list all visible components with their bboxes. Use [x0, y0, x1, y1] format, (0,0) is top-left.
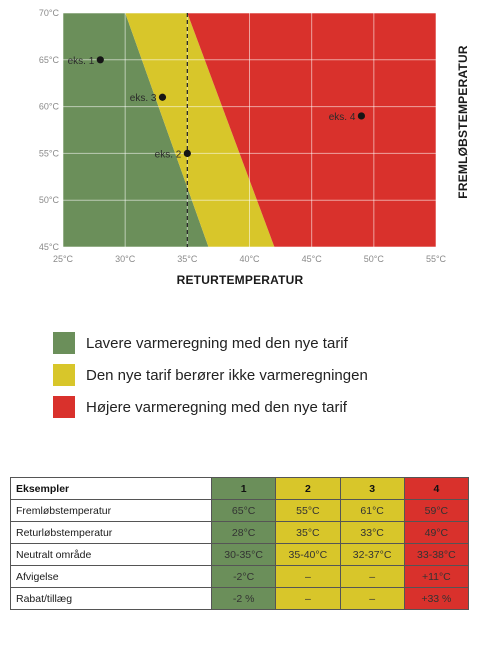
table-header-cell: 2 [275, 477, 341, 500]
x-tick-label: 30°C [115, 254, 136, 264]
table-row: Rabat/tillæg -2 % – – +33 % [10, 587, 470, 610]
x-tick-label: 35°C [177, 254, 198, 264]
legend-label: Den nye tarif berører ikke varmeregninge… [86, 366, 368, 384]
table-cell: 35°C [275, 521, 341, 544]
x-tick-label: 25°C [53, 254, 74, 264]
table-cell: -2°C [210, 565, 277, 588]
table-row: Fremløbstemperatur 65°C 55°C 61°C 59°C [10, 499, 470, 522]
data-point [158, 93, 167, 101]
table-header-label: Eksempler [10, 477, 212, 500]
data-point-label: eks. 3 [130, 93, 157, 104]
chart: 25°C 30°C 35°C 40°C 45°C 50°C 55°C 45°C 50°C 55°C… [39, 8, 447, 264]
chart-region-0 [63, 13, 209, 247]
table-row-label: Afvigelse [10, 565, 212, 588]
table-cell: 35-40°C [275, 543, 341, 566]
table-cell: -2 % [210, 587, 277, 610]
x-tick-label: 40°C [239, 254, 260, 264]
table-row: Returløbstemperatur 28°C 35°C 33°C 49°C [10, 521, 470, 544]
table-cell: – [275, 587, 341, 610]
table-header-row: Eksempler 1 2 3 4 [10, 477, 470, 500]
data-point [357, 112, 365, 120]
table-cell: 55°C [275, 499, 341, 522]
x-axis-label: RETURTEMPERATUR [176, 273, 304, 287]
table-row-label: Rabat/tillæg [10, 587, 212, 610]
table-header-cell: 3 [339, 477, 405, 500]
examples-table: Eksempler 1 2 3 4 Fremløbstemperatur 65°… [10, 477, 470, 610]
chart-region-1 [125, 13, 275, 247]
y-tick-label: 65°C [39, 55, 60, 65]
legend-item-lower: Lavere varmeregning med den nye tarif [53, 327, 368, 359]
table-row-label: Fremløbstemperatur [10, 499, 212, 522]
table-cell: 30-35°C [210, 543, 277, 566]
y-tick-label: 70°C [39, 8, 60, 18]
legend-label: Lavere varmeregning med den nye tarif [86, 334, 348, 352]
x-tick-label: 50°C [364, 254, 385, 264]
x-tick-label: 45°C [302, 254, 323, 264]
x-tick-label: 55°C [426, 254, 447, 264]
legend-swatch-red [53, 396, 75, 418]
table-cell: 49°C [403, 521, 470, 544]
table-cell: 61°C [339, 499, 405, 522]
legend-swatch-green [53, 332, 75, 354]
legend: Lavere varmeregning med den nye tarif De… [53, 327, 368, 423]
data-point-label: eks. 4 [329, 112, 356, 123]
y-tick-label: 45°C [39, 242, 60, 252]
table-cell: – [339, 587, 405, 610]
y-tick-label: 60°C [39, 102, 60, 112]
legend-item-neutral: Den nye tarif berører ikke varmeregninge… [53, 359, 368, 391]
legend-swatch-yellow [53, 364, 75, 386]
data-point-label: eks. 2 [155, 149, 182, 160]
table-cell: 33°C [339, 521, 405, 544]
table-cell: +33 % [403, 587, 470, 610]
y-tick-label: 55°C [39, 148, 60, 158]
data-point [96, 56, 104, 64]
data-point [183, 149, 191, 157]
table-header-cell: 4 [403, 477, 470, 500]
y-tick-label: 50°C [39, 195, 60, 205]
table-cell: 28°C [210, 521, 277, 544]
table-row: Neutralt område 30-35°C 35-40°C 32-37°C … [10, 543, 470, 566]
table-header-cell: 1 [210, 477, 277, 500]
data-point-label: eks. 1 [68, 56, 95, 67]
legend-label: Højere varmeregning med den nye tarif [86, 398, 347, 416]
y-axis-label: FREMLØBSTEMPERATUR [456, 45, 470, 199]
table-cell: 33-38°C [403, 543, 470, 566]
table-row: Afvigelse -2°C – – +11°C [10, 565, 470, 588]
table-cell: – [275, 565, 341, 588]
legend-item-higher: Højere varmeregning med den nye tarif [53, 391, 368, 423]
table-row-label: Neutralt område [10, 543, 212, 566]
table-cell: +11°C [403, 565, 470, 588]
table-cell: 59°C [403, 499, 470, 522]
table-cell: – [339, 565, 405, 588]
table-cell: 65°C [210, 499, 277, 522]
table-cell: 32-37°C [339, 543, 405, 566]
table-row-label: Returløbstemperatur [10, 521, 212, 544]
